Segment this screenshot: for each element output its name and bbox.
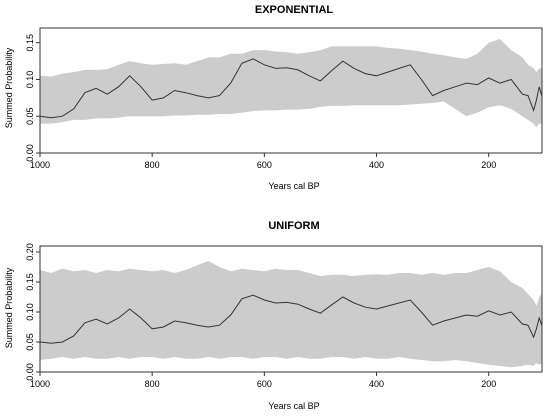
exponential-y-tick-label: 0.00 [25, 144, 35, 162]
exponential-plot-area: 1000 800 600 400 200 0.00 0.05 0.10 0.15 [25, 27, 543, 170]
uniform-x-tick-label: 400 [369, 379, 384, 389]
uniform-panel: UNIFORM 1000 800 600 400 200 0.00 0.05 0.10 0.15… [4, 220, 543, 411]
uniform-y-axis-label: Summed Probability [4, 267, 14, 348]
exponential-y-tick-label: 0.05 [25, 107, 35, 125]
uniform-plot-area: 1000 800 600 400 200 0.00 0.05 0.10 0.15 0.20 [25, 243, 543, 389]
uniform-x-tick-label: 1000 [30, 379, 50, 389]
uniform-x-axis-label: Years cal BP [268, 401, 319, 411]
uniform-plot-frame [39, 245, 543, 373]
exponential-x-tick-label: 1000 [30, 160, 50, 170]
exponential-x-tick-label: 200 [481, 160, 496, 170]
exponential-y-tick-label: 0.10 [25, 71, 35, 89]
exponential-x-tick-label: 800 [145, 160, 160, 170]
uniform-y-tick-label: 0.05 [25, 333, 35, 351]
uniform-y-tick-label: 0.00 [25, 363, 35, 381]
exponential-x-axis-label: Years cal BP [268, 181, 319, 191]
uniform-y-tick-label: 0.10 [25, 303, 35, 321]
exponential-y-axis-label: Summed Probability [4, 47, 14, 128]
exponential-y-tick-label: 0.15 [25, 34, 35, 52]
uniform-x-tick-label: 600 [257, 379, 272, 389]
exponential-x-tick-label: 600 [257, 160, 272, 170]
exponential-observed-line [40, 58, 542, 119]
uniform-y-tick-label: 0.20 [25, 243, 35, 261]
uniform-observed-line [40, 294, 542, 344]
exponential-title: EXPONENTIAL [255, 4, 334, 16]
exponential-panel: EXPONENTIAL 1000 800 600 400 200 0.00 0.05 0.10… [4, 4, 543, 191]
uniform-x-tick-label: 800 [145, 379, 160, 389]
uniform-y-tick-label: 0.15 [25, 273, 35, 291]
uniform-envelope-band [40, 261, 542, 368]
uniform-x-tick-label: 200 [481, 379, 496, 389]
exponential-x-tick-label: 400 [369, 160, 384, 170]
uniform-title: UNIFORM [268, 220, 319, 232]
exponential-plot-frame [39, 27, 543, 154]
exponential-envelope-band [40, 39, 542, 128]
